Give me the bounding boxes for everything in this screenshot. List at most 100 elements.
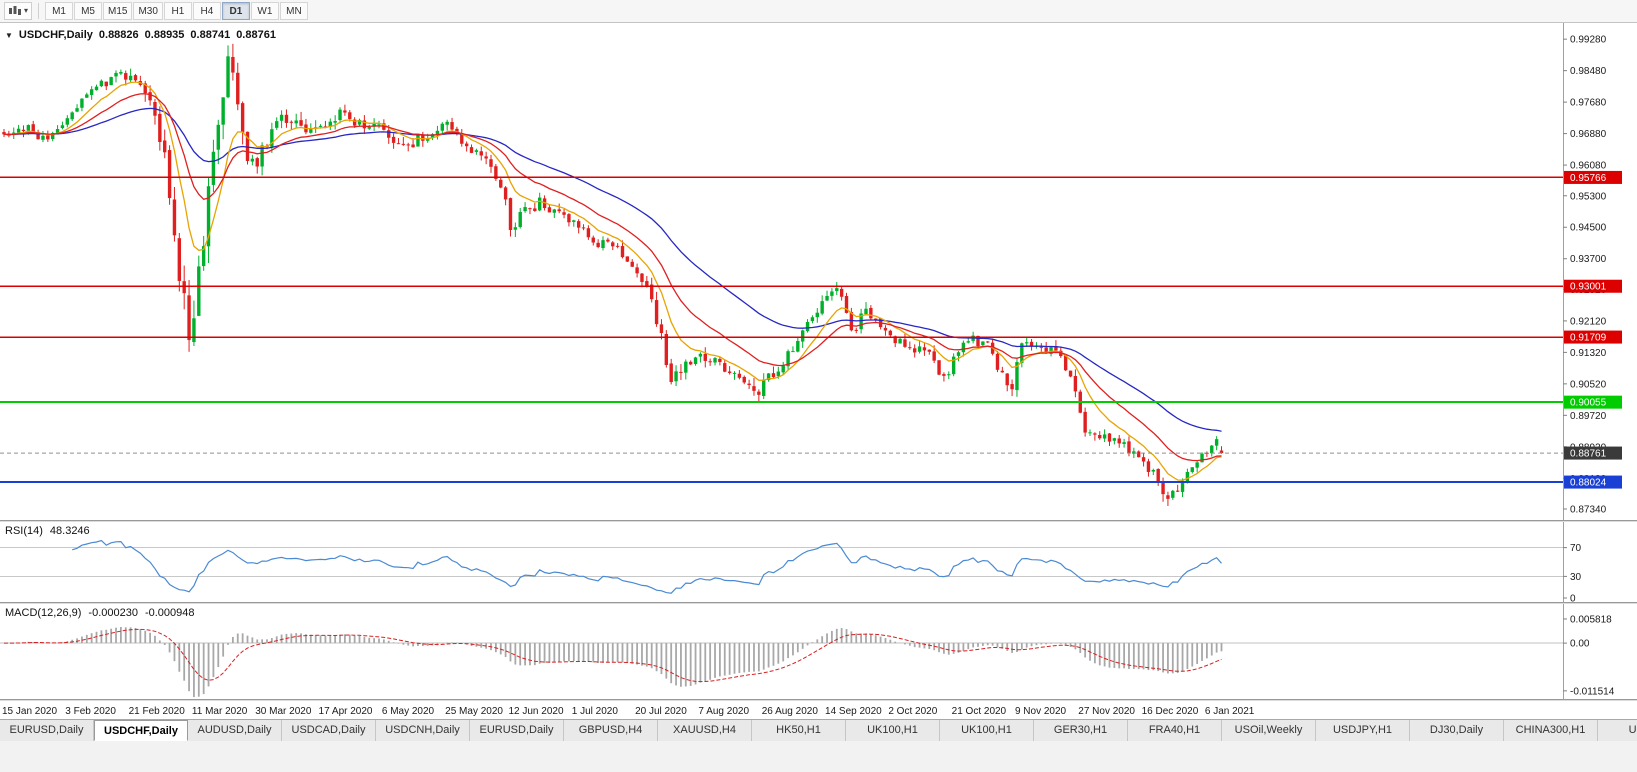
date-tick-label: 7 Aug 2020 xyxy=(698,706,749,717)
macd-signal-line xyxy=(4,628,1222,683)
timeframe-button-m15[interactable]: M15 xyxy=(103,2,133,20)
chart-tab-usoil-weekly-13[interactable]: USOil,Weekly xyxy=(1222,720,1316,741)
chart-tab-uk100-h1-10[interactable]: UK100,H1 xyxy=(940,720,1034,741)
price-tick-label: 0.87340 xyxy=(1570,504,1607,515)
chart-tabs-bar: EURUSD,Daily USDCHF,Daily AUDUSD,Daily USDC… xyxy=(0,719,1637,741)
chart-window[interactable]: 0.99280 0.98480 0.97680 0.96880 0.96080 0.953… xyxy=(0,23,1637,719)
date-tick-label: 21 Feb 2020 xyxy=(129,706,186,717)
timeframe-button-m1[interactable]: M1 xyxy=(45,2,74,20)
macd-title: MACD(12,26,9) -0.000230 -0.000948 xyxy=(5,607,195,619)
macd-signal-value: -0.000948 xyxy=(144,607,195,619)
price-tick-label: 0.99280 xyxy=(1570,35,1607,46)
svg-text:0.88024: 0.88024 xyxy=(1570,478,1607,489)
ohlc-low-value: 0.88741 xyxy=(190,29,231,41)
svg-text:0.93001: 0.93001 xyxy=(1570,282,1607,293)
candles-layer xyxy=(2,43,1224,506)
chart-tab-fra40-h1-12[interactable]: FRA40,H1 xyxy=(1128,720,1222,741)
chevron-down-icon: ▾ xyxy=(24,6,29,15)
price-tick-label: 0.92120 xyxy=(1570,316,1607,327)
rsi-line xyxy=(72,539,1222,594)
timeframe-buttons-group: M1 M5 M15 M30 H1 H4 D1 W1 MN xyxy=(45,2,308,20)
ohlc-close-value: 0.88761 xyxy=(236,29,276,41)
macd-tick-label: -0.011514 xyxy=(1570,686,1615,697)
date-tick-label: 21 Oct 2020 xyxy=(952,706,1007,717)
toolbar-separator xyxy=(38,3,40,19)
resistance-1-badge: 0.95766 xyxy=(1564,170,1622,184)
panel-separators xyxy=(0,520,1637,701)
time-axis[interactable]: 15 Jan 2020 3 Feb 2020 21 Feb 2020 11 Mar 2… xyxy=(2,706,1255,717)
candlestick-chart-icon xyxy=(9,6,21,15)
date-tick-label: 12 Jun 2020 xyxy=(508,706,563,717)
price-tick-label: 0.94500 xyxy=(1570,223,1607,234)
timeframe-button-h1[interactable]: H1 xyxy=(163,2,192,20)
price-tick-label: 0.95300 xyxy=(1570,191,1607,202)
horizontal-lines-layer xyxy=(0,176,1563,484)
timeframe-button-w1[interactable]: W1 xyxy=(250,2,279,20)
svg-text:0.88761: 0.88761 xyxy=(1570,449,1607,460)
chart-type-button[interactable]: ▾ xyxy=(4,2,33,20)
chart-tab-audusd-daily-2[interactable]: AUDUSD,Daily xyxy=(188,720,282,741)
svg-text:0.91709: 0.91709 xyxy=(1570,333,1607,344)
timeframe-button-m30[interactable]: M30 xyxy=(133,2,163,20)
chart-title: ▼ USDCHF,Daily 0.88826 0.88935 0.88741 0… xyxy=(5,29,276,41)
date-tick-label: 25 May 2020 xyxy=(445,706,503,717)
macd-label: MACD(12,26,9) xyxy=(5,607,82,619)
chart-canvas[interactable]: 0.99280 0.98480 0.97680 0.96880 0.96080 0.953… xyxy=(0,23,1637,719)
ohlc-high-value: 0.88935 xyxy=(144,29,185,41)
macd-tick-label: 0.00 xyxy=(1570,639,1590,650)
macd-main-value: -0.000230 xyxy=(88,607,138,619)
chart-symbol-label: USDCHF,Daily xyxy=(18,29,93,41)
chart-tab-china300-h1-16[interactable]: CHINA300,H1 xyxy=(1504,720,1598,741)
chart-tab-eurusd-daily-5[interactable]: EURUSD,Daily xyxy=(470,720,564,741)
chart-dropdown-icon[interactable]: ▼ xyxy=(5,30,13,40)
price-tick-label: 0.98480 xyxy=(1570,66,1607,77)
timeframe-button-mn[interactable]: MN xyxy=(279,2,308,20)
timeframe-button-h4[interactable]: H4 xyxy=(192,2,221,20)
chart-tab-usdcnh-daily-4[interactable]: USDCNH,Daily xyxy=(376,720,470,741)
chart-tab-usdcad-daily-3[interactable]: USDCAD,Daily xyxy=(282,720,376,741)
chart-tab-uk100-h1-9[interactable]: UK100,H1 xyxy=(846,720,940,741)
price-tick-label: 0.91320 xyxy=(1570,348,1607,359)
resistance-2-badge: 0.93001 xyxy=(1564,279,1622,293)
chart-tab-gbpusd-h4-6[interactable]: GBPUSD,H4 xyxy=(564,720,658,741)
timeframe-button-d1[interactable]: D1 xyxy=(221,2,250,20)
timeframes-toolbar: ▾ M1 M5 M15 M30 H1 H4 D1 W1 MN xyxy=(0,0,1637,23)
fast-ma-line xyxy=(3,81,1222,481)
macd-tick-label: 0.005818 xyxy=(1570,614,1612,625)
rsi-panel: 70 30 0 xyxy=(0,539,1582,605)
rsi-tick-label: 30 xyxy=(1570,572,1582,583)
support-green-badge: 0.90055 xyxy=(1564,395,1622,409)
date-tick-label: 6 May 2020 xyxy=(382,706,435,717)
chart-tab-hk50-h1-8[interactable]: HK50,H1 xyxy=(752,720,846,741)
chart-tab-usdjpy-h1-14[interactable]: USDJPY,H1 xyxy=(1316,720,1410,741)
date-tick-label: 17 Apr 2020 xyxy=(319,706,373,717)
current-price-badge: 0.88761 xyxy=(1564,446,1622,460)
chart-tab-xauusd-h4-7[interactable]: XAUUSD,H4 xyxy=(658,720,752,741)
date-tick-label: 11 Mar 2020 xyxy=(192,706,248,717)
rsi-title: RSI(14) 48.3246 xyxy=(5,525,90,537)
chart-tab-usoil--17[interactable]: USOil, xyxy=(1598,720,1637,741)
slow-ma-line xyxy=(4,107,1222,432)
price-tick-label: 0.96880 xyxy=(1570,129,1607,140)
bottom-filler xyxy=(0,741,1637,772)
chart-tab-usdchf-daily-1[interactable]: USDCHF,Daily xyxy=(94,720,188,741)
price-tick-label: 0.93700 xyxy=(1570,254,1607,265)
chart-tab-ger30-h1-11[interactable]: GER30,H1 xyxy=(1034,720,1128,741)
price-tick-label: 0.90520 xyxy=(1570,379,1607,390)
chart-tab-dj30-daily-15[interactable]: DJ30,Daily xyxy=(1410,720,1504,741)
svg-text:0.90055: 0.90055 xyxy=(1570,398,1607,409)
date-tick-label: 20 Jul 2020 xyxy=(635,706,687,717)
chart-tab-eurusd-daily-0[interactable]: EURUSD,Daily xyxy=(0,720,94,741)
resistance-3-badge: 0.91709 xyxy=(1564,330,1622,344)
moving-averages-layer xyxy=(3,81,1222,481)
date-tick-label: 2 Oct 2020 xyxy=(888,706,937,717)
timeframe-button-m5[interactable]: M5 xyxy=(74,2,103,20)
chart-tabs: EURUSD,Daily USDCHF,Daily AUDUSD,Daily USDC… xyxy=(0,720,1637,741)
date-tick-label: 26 Aug 2020 xyxy=(762,706,819,717)
date-tick-label: 30 Mar 2020 xyxy=(255,706,312,717)
date-tick-label: 16 Dec 2020 xyxy=(1142,706,1199,717)
date-tick-label: 3 Feb 2020 xyxy=(65,706,116,717)
ohlc-open-value: 0.88826 xyxy=(98,29,139,41)
price-tick-label: 0.89720 xyxy=(1570,411,1607,422)
